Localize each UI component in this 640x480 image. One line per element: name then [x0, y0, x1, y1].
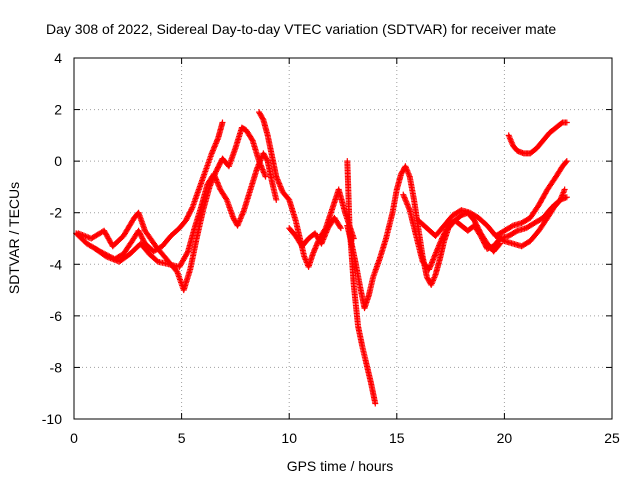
series-arc-k — [505, 119, 570, 157]
data-point — [188, 205, 195, 212]
y-tick-label: -10 — [42, 411, 62, 427]
data-point — [262, 173, 269, 180]
x-tick-label: 25 — [604, 430, 620, 446]
data-point — [219, 119, 226, 126]
data-point — [337, 225, 344, 232]
data-point — [563, 158, 570, 165]
axis-ticks: 0 5 10 15 20 25 -10 -8 -6 -4 -2 0 2 4 — [42, 50, 620, 446]
chart-title: Day 308 of 2022, Sidereal Day-to-day VTE… — [46, 21, 556, 37]
data-point — [508, 223, 515, 230]
series-arc-e — [286, 214, 344, 250]
data-point — [273, 196, 280, 203]
x-tick-label: 10 — [281, 430, 297, 446]
data-point — [259, 115, 266, 122]
data-point — [248, 136, 255, 143]
series-arc-j — [492, 186, 568, 250]
data-point — [184, 249, 191, 256]
data-point — [153, 257, 160, 264]
y-tick-label: 2 — [54, 102, 62, 118]
x-tick-label: 15 — [389, 430, 405, 446]
y-tick-label: -2 — [50, 205, 63, 221]
series-arc-h — [400, 191, 570, 273]
data-point — [563, 194, 570, 201]
series-arc-i — [415, 158, 570, 239]
y-tick-label: 4 — [54, 50, 62, 66]
data-point — [561, 186, 568, 193]
x-tick-label: 5 — [178, 430, 186, 446]
data-point — [372, 400, 379, 407]
data-point — [500, 237, 507, 244]
plot-frame — [73, 57, 613, 420]
x-axis-title: GPS time / hours — [287, 458, 394, 474]
data-point — [263, 156, 270, 163]
data-point — [222, 195, 229, 202]
y-tick-label: -8 — [50, 359, 63, 375]
data-point — [513, 228, 520, 235]
y-axis-title: SDTVAR / TECUs — [6, 182, 22, 294]
series-arc-c — [92, 150, 280, 270]
data-point — [337, 223, 344, 230]
data-points — [73, 109, 570, 407]
x-tick-label: 20 — [497, 430, 513, 446]
y-tick-label: 0 — [54, 153, 62, 169]
y-tick-label: -4 — [50, 256, 63, 272]
data-point — [562, 159, 569, 166]
x-tick-label: 0 — [70, 430, 78, 446]
y-tick-label: -6 — [50, 308, 63, 324]
data-point — [563, 119, 570, 126]
